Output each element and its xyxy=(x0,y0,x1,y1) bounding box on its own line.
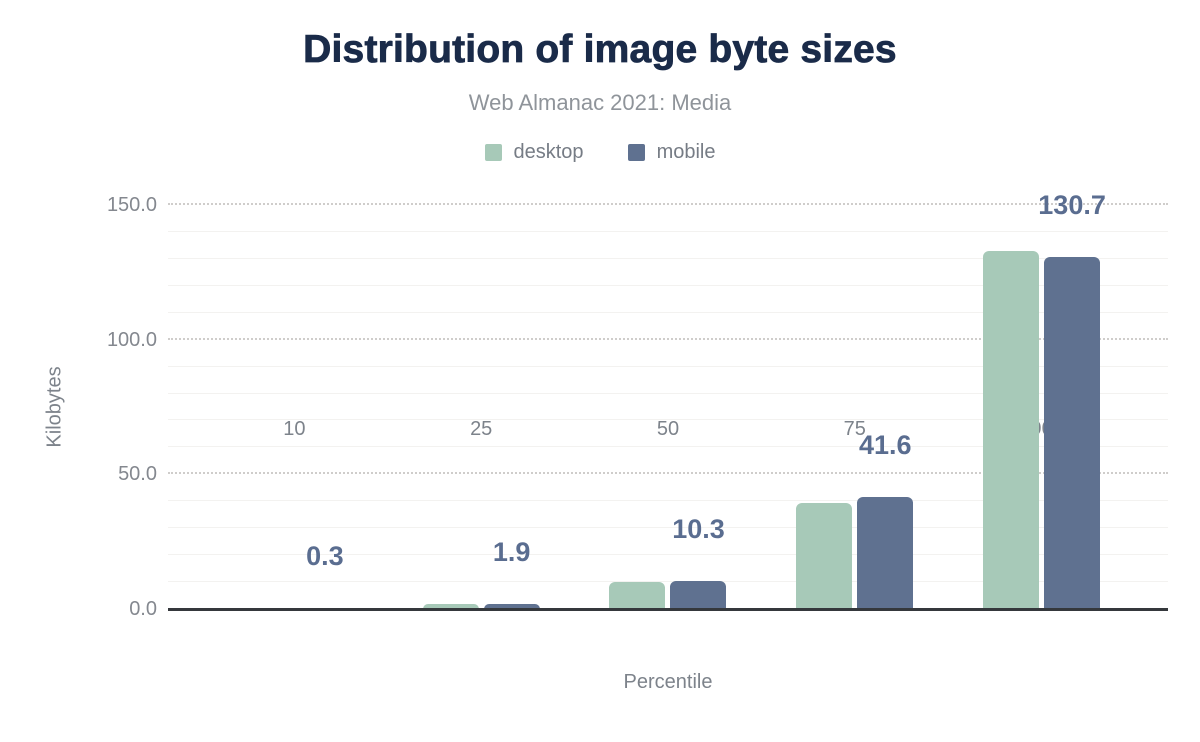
x-tick-label-75: 75 xyxy=(843,418,866,440)
chart-subtitle: Web Almanac 2021: Media xyxy=(468,90,732,115)
plot-area: 0.3 1.9 10.3 41.6 130.7 xyxy=(168,190,1168,611)
major-gridline xyxy=(168,337,1168,340)
y-tick-label: 150.0 xyxy=(106,194,157,216)
minor-gridline xyxy=(168,257,1168,259)
minor-gridline xyxy=(168,527,1168,529)
bar-group-75: 41.6 xyxy=(761,205,948,609)
bar-mobile-p75[interactable]: 41.6 xyxy=(857,430,914,609)
bar-desktop-p50[interactable] xyxy=(609,582,666,609)
bar-group-25: 1.9 xyxy=(388,205,575,609)
bar-group-10: 0.3 xyxy=(201,205,388,609)
minor-gridline xyxy=(168,392,1168,394)
bar-desktop-p90[interactable] xyxy=(983,251,1040,609)
legend: desktop mobile xyxy=(0,141,1200,164)
bar-value-label-p10: 0.3 xyxy=(306,541,344,572)
bar-mobile-p50[interactable]: 10.3 xyxy=(670,514,727,609)
legend-label-mobile: mobile xyxy=(656,141,716,163)
minor-gridline xyxy=(168,554,1168,556)
y-tick-label: 50.0 xyxy=(118,463,157,486)
x-tick-label-50: 50 xyxy=(656,418,680,440)
bar-group-50: 10.3 xyxy=(575,205,762,609)
x-axis-title: Percentile xyxy=(623,671,713,693)
bar-group-90: 130.7 xyxy=(948,190,1135,609)
minor-gridline xyxy=(168,284,1168,286)
bar-desktop-p25[interactable] xyxy=(422,604,479,609)
minor-gridline xyxy=(168,311,1168,313)
bar-value-label-p25: 1.9 xyxy=(492,536,531,567)
y-axis: 0.0 50.0 100.0 150.0 xyxy=(0,194,157,620)
x-tick-label-25: 25 xyxy=(470,418,493,440)
bar-value-label-p90: 130.7 xyxy=(1038,189,1106,220)
major-gridline xyxy=(168,203,1168,205)
chart-title: Distribution of image byte sizes xyxy=(303,28,897,72)
minor-gridline xyxy=(168,581,1168,583)
legend-item-mobile: mobile xyxy=(627,141,716,164)
minor-gridline xyxy=(168,446,1168,448)
bar-value-label-p75: 41.6 xyxy=(859,429,912,460)
x-axis-line xyxy=(168,608,1168,611)
minor-gridline xyxy=(168,500,1168,502)
mobile-swatch-icon xyxy=(627,144,645,161)
legend-item-desktop: desktop xyxy=(484,141,584,164)
y-tick-label: 100.0 xyxy=(106,328,157,351)
y-axis-title: Kilobytes xyxy=(43,366,66,448)
minor-gridline xyxy=(168,230,1168,232)
bar-desktop-p75[interactable] xyxy=(796,503,853,609)
desktop-swatch-icon xyxy=(484,144,502,161)
x-tick-label-10: 10 xyxy=(283,418,306,440)
legend-label-desktop: desktop xyxy=(513,141,584,163)
minor-gridline xyxy=(168,365,1168,367)
major-gridline xyxy=(168,472,1168,475)
bar-mobile-p90[interactable]: 130.7 xyxy=(1038,190,1106,609)
y-tick-label: 0.0 xyxy=(129,598,157,620)
bar-mobile-p25[interactable]: 1.9 xyxy=(483,537,540,609)
bar-value-label-p50: 10.3 xyxy=(672,514,725,545)
minor-gridline xyxy=(168,419,1168,421)
